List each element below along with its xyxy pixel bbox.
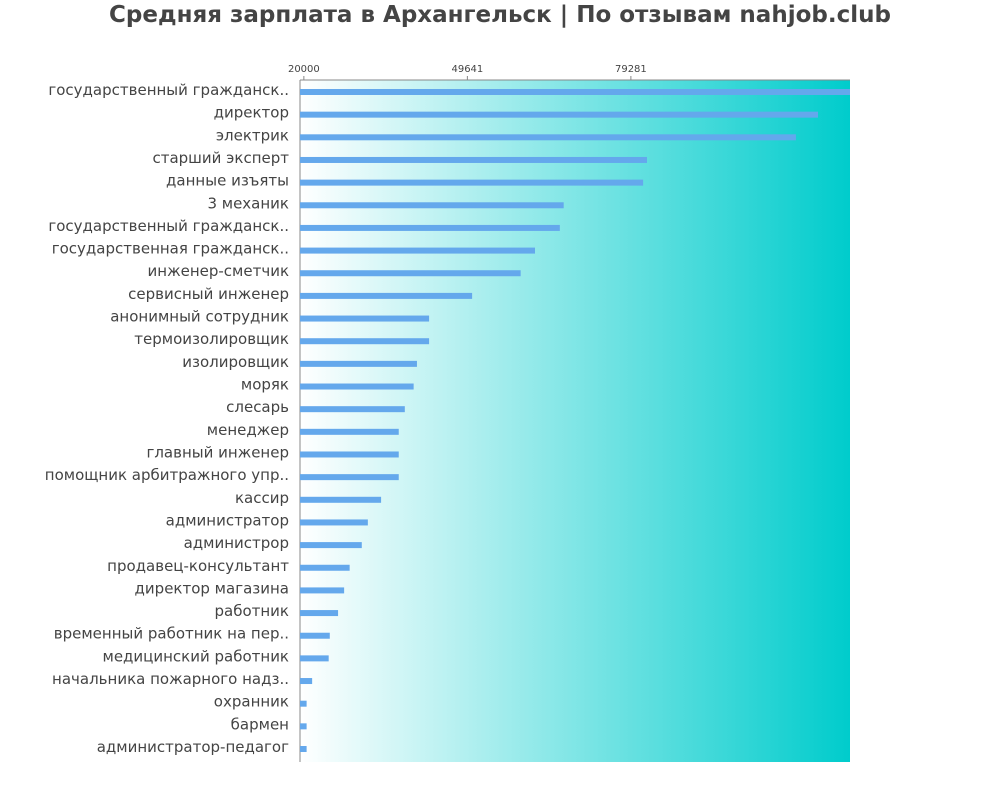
- category-label: 3 механик: [207, 194, 289, 212]
- category-label: инженер-сметчик: [148, 262, 289, 280]
- bar: [300, 247, 536, 254]
- bar: [300, 519, 368, 526]
- chart-title: Средняя зарплата в Архангельск | По отзы…: [109, 2, 891, 28]
- bar: [300, 587, 345, 594]
- bar: [300, 542, 362, 549]
- bar: [300, 89, 850, 95]
- bar: [300, 383, 414, 390]
- category-label: администратор-педагог: [97, 738, 289, 756]
- bar: [300, 360, 417, 367]
- category-label: сервисный инженер: [128, 285, 289, 303]
- category-label: анонимный сотрудник: [110, 308, 289, 326]
- bar: [300, 678, 313, 685]
- category-label: охранник: [214, 693, 289, 711]
- category-label: администрор: [184, 534, 289, 552]
- category-label: главный инженер: [146, 443, 289, 461]
- bar: [300, 338, 430, 345]
- category-label: слесарь: [226, 398, 289, 416]
- x-tick-label: 79281: [615, 64, 647, 75]
- bar: [300, 746, 307, 752]
- category-label: термоизолировщик: [134, 330, 289, 348]
- category-label: старший эксперт: [152, 149, 289, 167]
- bar: [300, 496, 382, 503]
- category-label: директор: [214, 104, 289, 122]
- category-label: начальника пожарного надз..: [52, 670, 289, 688]
- bar: [300, 428, 399, 435]
- bar: [300, 632, 330, 639]
- category-label: менеджер: [207, 421, 289, 439]
- bar: [300, 451, 399, 458]
- bar: [300, 564, 350, 571]
- bar: [300, 655, 329, 662]
- category-label: работник: [215, 602, 290, 620]
- category-label: электрик: [216, 126, 289, 144]
- bar: [300, 700, 307, 707]
- bar: [300, 292, 473, 299]
- plot-background: [300, 80, 850, 762]
- bar: [300, 315, 430, 322]
- category-label: медицинский работник: [103, 647, 290, 665]
- x-tick-label: 49641: [451, 64, 483, 75]
- category-label: моряк: [241, 376, 289, 394]
- bar: [300, 224, 560, 231]
- bar: [300, 134, 796, 141]
- category-label: продавец-консультант: [107, 557, 289, 575]
- category-label: изолировщик: [182, 353, 289, 371]
- category-label: бармен: [231, 715, 289, 733]
- bar: [300, 156, 647, 163]
- bar: [300, 270, 521, 277]
- bar: [300, 406, 405, 413]
- category-label: кассир: [235, 489, 289, 507]
- category-label: государственный гражданск..: [48, 217, 289, 235]
- category-label: администратор: [166, 511, 289, 529]
- category-label: государственная гражданск..: [52, 240, 289, 258]
- category-label: директор магазина: [135, 579, 289, 597]
- bar: [300, 474, 399, 481]
- category-label: временный работник на пер..: [54, 625, 289, 643]
- bar: [300, 723, 307, 730]
- category-label: данные изъяты: [166, 172, 289, 190]
- x-tick-label: 20000: [288, 64, 320, 75]
- bar: [300, 179, 644, 186]
- bar: [300, 111, 819, 118]
- category-label: государственный гражданск..: [48, 81, 289, 99]
- bar: [300, 610, 339, 617]
- category-label: помощник арбитражного упр..: [45, 466, 289, 484]
- bar: [300, 202, 564, 209]
